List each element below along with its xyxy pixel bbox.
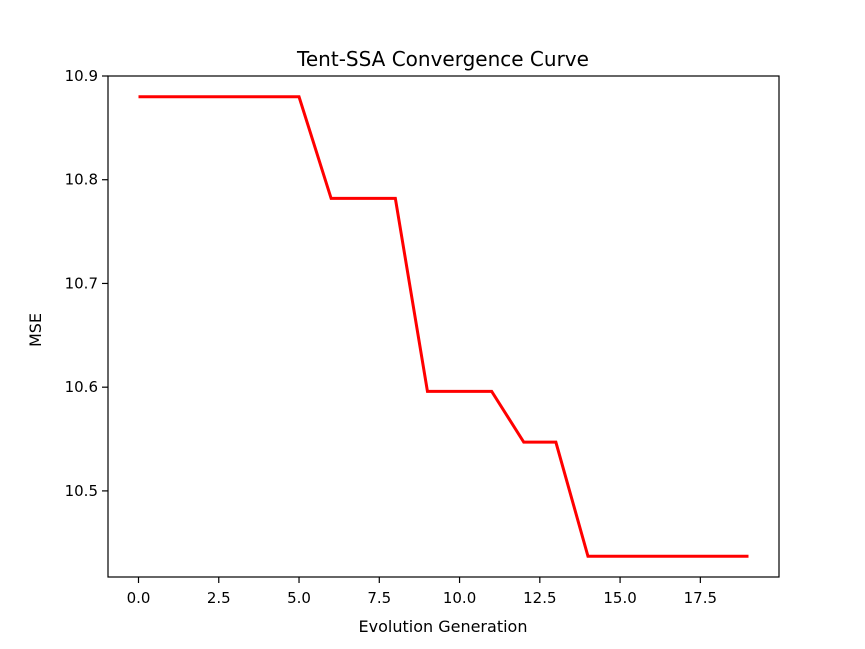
plot-frame bbox=[107, 75, 780, 578]
x-tick-label: 12.5 bbox=[523, 589, 556, 607]
x-axis-label: Evolution Generation bbox=[359, 617, 528, 636]
y-tick-label: 10.5 bbox=[65, 482, 98, 500]
y-tick-label: 10.6 bbox=[65, 378, 98, 396]
x-tick-label: 7.5 bbox=[367, 589, 391, 607]
x-tick-label: 10.0 bbox=[443, 589, 476, 607]
x-tick-label: 5.0 bbox=[287, 589, 311, 607]
y-axis-label: MSE bbox=[26, 313, 45, 347]
x-tick-label: 0.0 bbox=[127, 589, 151, 607]
chart-title: Tent-SSA Convergence Curve bbox=[296, 47, 589, 71]
y-tick-label: 10.9 bbox=[65, 67, 98, 85]
y-tick-label: 10.8 bbox=[65, 171, 98, 189]
plot-area: 0.0 2.5 5.0 7.5 10.0 12.5 15.0 17.5 10.5 10.6 10.7… bbox=[65, 67, 780, 607]
x-tick-label: 15.0 bbox=[603, 589, 636, 607]
x-tick-label: 2.5 bbox=[207, 589, 231, 607]
series-line-0 bbox=[138, 95, 749, 558]
x-tick-label: 17.5 bbox=[684, 589, 717, 607]
y-tick-label: 10.7 bbox=[65, 274, 98, 292]
